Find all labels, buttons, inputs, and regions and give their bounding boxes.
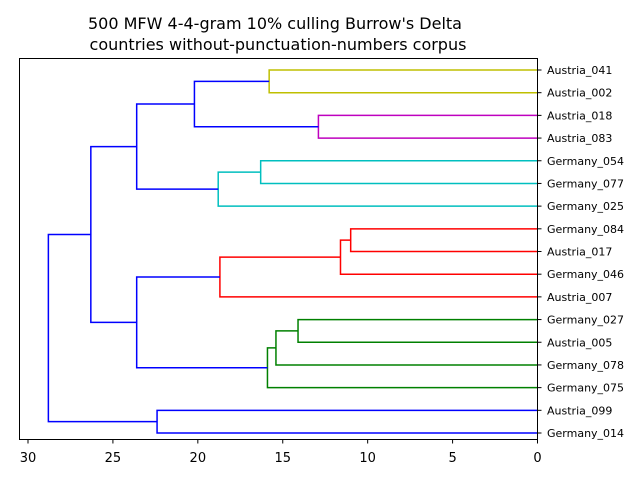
leaf-label: Austria_007 xyxy=(547,291,612,304)
leaf-label: Austria_017 xyxy=(547,246,612,259)
leaf-label: Germany_014 xyxy=(547,427,624,440)
link-I xyxy=(219,256,538,298)
leaf-label: Austria_041 xyxy=(547,64,612,77)
x-axis: 30 25 20 15 10 5 0 xyxy=(20,439,542,466)
x-tick-label: 30 xyxy=(20,451,37,466)
dendrogram-links xyxy=(47,69,538,434)
leaf-label: Germany_046 xyxy=(547,268,624,281)
leaf-label: Germany_078 xyxy=(547,359,624,372)
leaf-label: Austria_083 xyxy=(547,132,612,145)
link-M xyxy=(135,276,268,369)
chart-title-line-2: countries without-punctuation-numbers co… xyxy=(90,35,467,54)
leaf-label: Austria_099 xyxy=(547,404,612,417)
leaf-label: Germany_084 xyxy=(547,223,624,236)
leaf-label: Germany_075 xyxy=(547,382,624,395)
x-tick-label: 25 xyxy=(105,451,122,466)
leaf-axis: Austria_041 Austria_002 Austria_018 Austria… xyxy=(537,64,624,440)
leaf-label: Germany_077 xyxy=(547,177,624,190)
leaf-label: Germany_027 xyxy=(547,314,624,327)
link-P xyxy=(47,233,158,423)
x-tick-label: 5 xyxy=(448,451,456,466)
x-tick-label: 10 xyxy=(359,451,376,466)
x-tick-label: 15 xyxy=(274,451,291,466)
leaf-label: Austria_002 xyxy=(547,87,612,100)
link-L xyxy=(266,347,538,389)
leaf-label: Austria_005 xyxy=(547,336,612,349)
leaf-label: Germany_054 xyxy=(547,155,624,168)
x-tick-label: 20 xyxy=(190,451,207,466)
leaf-label: Germany_025 xyxy=(547,200,624,213)
leaf-label: Austria_018 xyxy=(547,109,612,122)
chart-title-line-1: 500 MFW 4-4-gram 10% culling Burrow's De… xyxy=(88,14,462,33)
x-tick-label: 0 xyxy=(533,451,541,466)
plot-frame xyxy=(19,58,538,440)
link-F xyxy=(135,103,219,190)
